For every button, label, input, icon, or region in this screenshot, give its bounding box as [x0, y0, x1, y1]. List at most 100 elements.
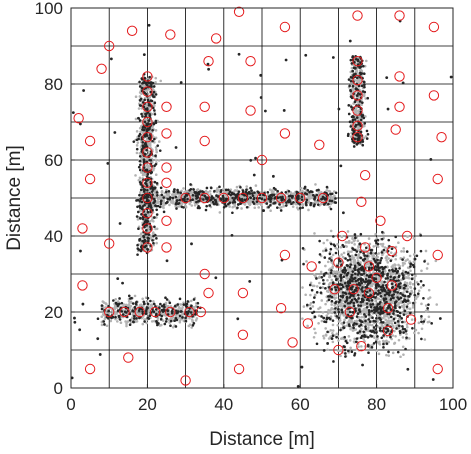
- light-point: [337, 339, 340, 342]
- light-point: [147, 227, 151, 231]
- dark-point: [179, 191, 182, 195]
- light-point: [140, 232, 143, 235]
- dark-point: [164, 320, 168, 323]
- light-point: [319, 194, 323, 198]
- dark-point: [346, 271, 350, 275]
- light-point: [311, 284, 315, 288]
- dark-point: [140, 248, 143, 252]
- light-point: [357, 322, 360, 326]
- dark-point: [140, 148, 144, 151]
- dark-point: [343, 271, 346, 274]
- dark-point: [147, 237, 151, 240]
- dark-point: [366, 132, 370, 136]
- light-point: [389, 251, 393, 254]
- dark-point: [186, 312, 190, 315]
- light-point: [374, 256, 378, 259]
- dark-point: [214, 200, 218, 204]
- dark-point: [158, 149, 162, 152]
- dark-point: [301, 206, 304, 209]
- dark-point: [149, 136, 152, 140]
- light-point: [339, 267, 342, 270]
- light-point: [161, 204, 165, 208]
- light-point: [336, 247, 339, 251]
- light-point: [302, 305, 306, 308]
- dark-point: [310, 288, 314, 292]
- light-point: [180, 189, 183, 193]
- light-point: [414, 328, 418, 332]
- dark-point: [174, 316, 178, 320]
- dark-point: [365, 137, 369, 140]
- light-point: [353, 328, 356, 332]
- dark-point: [352, 326, 355, 330]
- dark-point: [175, 207, 178, 210]
- light-point: [341, 336, 344, 340]
- dark-point: [353, 118, 357, 121]
- dark-point: [148, 114, 152, 117]
- light-point: [136, 141, 140, 144]
- light-point: [174, 192, 177, 196]
- dark-point: [138, 199, 142, 203]
- light-point: [145, 299, 149, 303]
- light-point: [356, 256, 359, 260]
- dark-point: [100, 307, 104, 311]
- dark-point: [169, 324, 172, 327]
- dark-point: [370, 309, 374, 313]
- dark-point: [278, 203, 281, 206]
- dark-point: [138, 168, 142, 172]
- dark-point: [151, 139, 154, 143]
- dark-point: [100, 304, 104, 307]
- light-point: [143, 318, 146, 321]
- dark-point: [405, 305, 409, 308]
- light-point: [348, 270, 352, 273]
- dark-point: [281, 195, 284, 199]
- light-point: [342, 314, 346, 317]
- light-point: [124, 303, 128, 307]
- dark-point: [394, 267, 398, 271]
- dark-point: [420, 337, 423, 341]
- dark-point: [327, 295, 330, 298]
- dark-point: [340, 308, 344, 312]
- dark-point: [202, 198, 205, 201]
- dark-point: [313, 296, 316, 299]
- dark-point: [151, 106, 155, 110]
- light-point: [150, 303, 154, 306]
- light-point: [420, 317, 423, 320]
- dark-point: [353, 233, 357, 236]
- dark-point: [344, 352, 347, 355]
- dark-point: [144, 219, 148, 222]
- dark-point: [317, 188, 320, 192]
- dark-point: [363, 83, 366, 87]
- light-point: [171, 198, 175, 202]
- light-point: [235, 185, 239, 189]
- dark-point: [173, 304, 177, 308]
- light-point: [394, 313, 398, 317]
- light-point: [324, 327, 327, 330]
- dark-point: [251, 194, 255, 198]
- light-point: [170, 193, 174, 196]
- dark-point: [322, 203, 326, 206]
- dark-point: [359, 300, 363, 304]
- light-point: [346, 230, 350, 233]
- dark-point: [136, 243, 139, 247]
- light-point: [411, 303, 415, 307]
- light-point: [311, 305, 315, 308]
- light-point: [365, 308, 369, 312]
- dark-point: [174, 325, 178, 328]
- dark-point: [258, 196, 261, 200]
- light-point: [139, 303, 143, 307]
- dark-point: [393, 269, 397, 273]
- dark-point: [237, 203, 240, 206]
- dark-point: [328, 199, 332, 203]
- light-point: [423, 318, 427, 321]
- dark-point: [362, 272, 366, 275]
- dark-point: [405, 290, 409, 293]
- light-point: [405, 323, 409, 326]
- light-point: [357, 345, 360, 348]
- dark-point: [365, 129, 369, 133]
- light-point: [412, 236, 416, 240]
- dark-point: [155, 191, 159, 194]
- light-point: [350, 66, 354, 70]
- dark-point: [144, 114, 148, 118]
- light-point: [356, 239, 360, 243]
- dark-point: [167, 197, 171, 201]
